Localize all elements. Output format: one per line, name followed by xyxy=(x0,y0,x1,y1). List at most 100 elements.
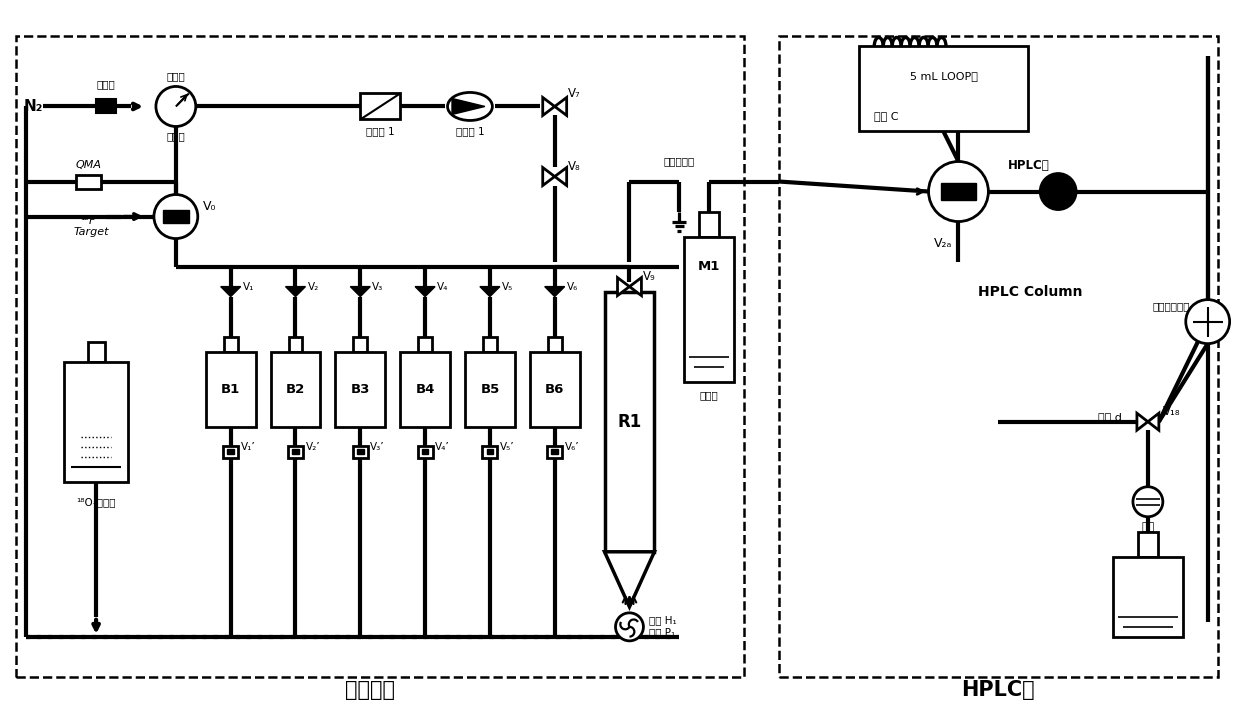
Text: V₈: V₈ xyxy=(567,160,580,173)
Text: 放射性检测器: 放射性检测器 xyxy=(1152,301,1191,312)
Bar xyxy=(76,175,102,189)
Circle shape xyxy=(1041,173,1077,210)
Circle shape xyxy=(928,161,989,222)
Text: HPLC组: HPLC组 xyxy=(961,680,1035,700)
Text: B5: B5 xyxy=(481,383,499,396)
Bar xyxy=(227,449,234,454)
Bar xyxy=(699,211,719,237)
Text: 风冷 P₁: 风冷 P₁ xyxy=(649,627,675,637)
Text: B3: B3 xyxy=(351,383,370,396)
Bar xyxy=(353,446,368,458)
Text: V₃: V₃ xyxy=(372,282,384,291)
Text: B2: B2 xyxy=(286,383,305,396)
Text: V₁₈: V₁₈ xyxy=(1163,406,1181,418)
Bar xyxy=(530,351,580,427)
Text: ¹⁸O-回收水: ¹⁸O-回收水 xyxy=(77,497,116,507)
Bar xyxy=(336,351,385,427)
Bar xyxy=(1113,557,1183,637)
Bar xyxy=(289,337,302,351)
Bar xyxy=(270,351,321,427)
Bar xyxy=(487,449,493,454)
Circle shape xyxy=(154,194,198,239)
Text: 压力表: 压力表 xyxy=(166,71,186,82)
Polygon shape xyxy=(415,287,435,296)
Bar xyxy=(482,446,497,458)
Bar xyxy=(684,237,735,382)
Bar xyxy=(940,183,976,200)
Bar xyxy=(421,449,429,454)
Text: 单向阀 1: 单向阀 1 xyxy=(456,127,484,137)
Bar xyxy=(287,446,304,458)
Text: 滤膜: 滤膜 xyxy=(1141,522,1155,532)
Text: 废液 C: 废液 C xyxy=(873,111,898,122)
Text: V₁: V₁ xyxy=(243,282,254,291)
Polygon shape xyxy=(285,287,306,296)
Polygon shape xyxy=(555,97,566,115)
Text: ¹⁸F⁻
Target: ¹⁸F⁻ Target xyxy=(73,215,109,237)
Polygon shape xyxy=(221,287,240,296)
Polygon shape xyxy=(629,277,642,296)
Bar xyxy=(418,446,432,458)
Bar xyxy=(400,351,450,427)
Bar xyxy=(551,449,558,454)
Text: V₉: V₉ xyxy=(643,270,655,283)
Bar xyxy=(162,210,190,222)
Text: V₅’: V₅’ xyxy=(499,441,514,452)
Bar xyxy=(605,291,654,552)
Polygon shape xyxy=(555,168,566,186)
Text: HPLC Column: HPLC Column xyxy=(979,284,1083,298)
Text: N₂: N₂ xyxy=(24,99,43,114)
Text: V₂: V₂ xyxy=(307,282,318,291)
Bar xyxy=(292,449,299,454)
Bar xyxy=(361,94,400,120)
Bar xyxy=(224,337,238,351)
Bar xyxy=(206,351,255,427)
Bar xyxy=(88,341,104,362)
Bar xyxy=(548,446,563,458)
Text: 液体探测器: 液体探测器 xyxy=(664,156,695,167)
Circle shape xyxy=(1186,300,1229,344)
Text: 总气阀: 总气阀 xyxy=(97,80,115,89)
Text: 气流计 1: 气流计 1 xyxy=(366,127,394,137)
Bar xyxy=(465,351,515,427)
Text: V₅: V₅ xyxy=(502,282,513,291)
Polygon shape xyxy=(479,287,499,296)
Circle shape xyxy=(156,87,196,127)
Text: 减压阀: 减压阀 xyxy=(166,132,186,142)
Text: 中间瓶: 中间瓶 xyxy=(700,390,719,400)
Bar xyxy=(353,337,367,351)
Text: V₀: V₀ xyxy=(203,200,216,213)
Text: V₃’: V₃’ xyxy=(370,441,385,452)
Bar xyxy=(64,362,128,482)
Text: V₁’: V₁’ xyxy=(240,441,255,452)
Text: V₆’: V₆’ xyxy=(565,441,580,452)
Polygon shape xyxy=(543,168,555,186)
Circle shape xyxy=(616,613,643,641)
Bar xyxy=(483,337,497,351)
Text: QMA: QMA xyxy=(76,160,102,170)
Text: V₄’: V₄’ xyxy=(435,441,450,452)
Bar xyxy=(418,337,432,351)
Bar xyxy=(357,449,364,454)
Text: V₆: V₆ xyxy=(566,282,577,291)
Polygon shape xyxy=(452,99,484,115)
Text: 反应液组: 反应液组 xyxy=(346,680,395,700)
Polygon shape xyxy=(617,277,629,296)
Ellipse shape xyxy=(447,92,492,120)
Bar xyxy=(1137,532,1158,557)
Bar xyxy=(97,99,116,113)
Bar xyxy=(859,46,1028,132)
Text: 废液 d: 废液 d xyxy=(1098,412,1121,422)
Text: V₂ₐ: V₂ₐ xyxy=(934,237,953,249)
Bar xyxy=(223,446,238,458)
Text: HPLC泵: HPLC泵 xyxy=(1007,158,1049,172)
Text: V₂’: V₂’ xyxy=(306,441,320,452)
Bar xyxy=(16,37,745,677)
Polygon shape xyxy=(605,552,654,607)
Circle shape xyxy=(1132,486,1163,517)
Text: B4: B4 xyxy=(415,383,435,396)
Text: V₄: V₄ xyxy=(437,282,449,291)
Text: B1: B1 xyxy=(221,383,240,396)
Polygon shape xyxy=(1137,413,1147,430)
Text: R1: R1 xyxy=(617,413,642,431)
